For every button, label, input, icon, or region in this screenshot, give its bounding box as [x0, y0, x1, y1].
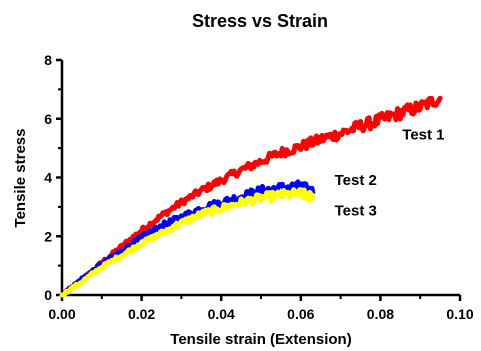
x-tick-label: 0.10 — [446, 306, 473, 322]
y-axis-ticks: 0 2 4 6 8 — [44, 52, 62, 303]
series-line-3 — [59, 187, 316, 298]
y-axis-label: Tensile stress — [12, 129, 29, 228]
series-label-2: Test 2 — [335, 172, 377, 189]
chart-title: Stress vs Strain — [192, 11, 328, 31]
series-layer — [59, 95, 443, 298]
x-tick-label: 0.06 — [287, 306, 314, 322]
x-tick-label: 0.02 — [128, 306, 155, 322]
x-axis-ticks: 0.00 0.02 0.04 0.06 0.08 0.10 — [48, 295, 474, 322]
y-tick-label: 6 — [44, 111, 52, 127]
series-label-1: Test 1 — [402, 126, 444, 143]
y-tick-label: 4 — [44, 170, 52, 186]
series-label-3: Test 3 — [335, 203, 377, 220]
y-tick-label: 0 — [44, 287, 52, 303]
x-tick-label: 0.04 — [208, 306, 235, 322]
y-tick-label: 8 — [44, 52, 52, 68]
y-tick-label: 2 — [44, 228, 52, 244]
x-tick-label: 0.00 — [48, 306, 75, 322]
x-axis-label: Tensile strain (Extension) — [170, 331, 351, 348]
x-tick-label: 0.08 — [367, 306, 394, 322]
series-labels: Test 1 Test 2 Test 3 — [335, 126, 445, 219]
series-line-1 — [59, 95, 443, 298]
